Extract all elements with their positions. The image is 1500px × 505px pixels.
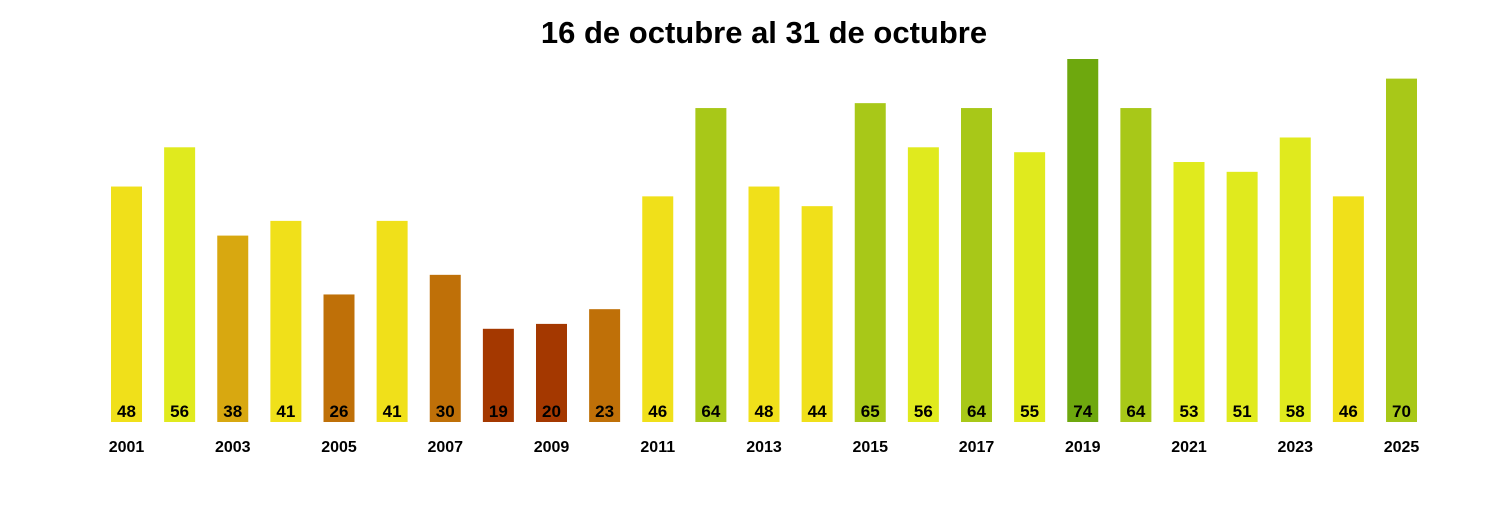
x-tick-label-2011: 2011 xyxy=(640,439,675,456)
bar-2010 xyxy=(589,309,621,422)
x-tick-label-2015: 2015 xyxy=(852,439,888,456)
data-label-2024: 46 xyxy=(1339,402,1358,421)
data-label-2003: 38 xyxy=(223,402,242,421)
data-label-2018: 55 xyxy=(1020,402,1039,421)
x-tick-label-2021: 2021 xyxy=(1171,439,1207,456)
data-label-2006: 41 xyxy=(383,402,402,421)
data-label-2013: 48 xyxy=(755,402,774,421)
data-label-2010: 23 xyxy=(595,402,614,421)
data-label-2022: 51 xyxy=(1233,402,1252,421)
bar-2009 xyxy=(536,323,567,422)
x-tick-label-2009: 2009 xyxy=(534,439,570,456)
chart-title: 16 de octubre al 31 de octubre xyxy=(541,15,987,50)
data-label-2011: 46 xyxy=(648,402,667,421)
data-label-2025: 70 xyxy=(1392,402,1411,421)
data-label-2009: 20 xyxy=(542,402,561,421)
bar-2003 xyxy=(217,235,249,422)
bar-2007 xyxy=(429,274,461,422)
bar-2013 xyxy=(748,186,780,422)
data-label-2004: 41 xyxy=(276,402,295,421)
bar-2004 xyxy=(270,220,302,422)
bar-2005 xyxy=(323,294,355,422)
x-tick-label-2007: 2007 xyxy=(427,439,463,456)
data-label-2014: 44 xyxy=(808,402,827,421)
x-tick-label-2013: 2013 xyxy=(746,439,782,456)
x-tick-label-2001: 2001 xyxy=(109,439,145,456)
x-tick-label-2017: 2017 xyxy=(959,439,995,456)
bar-2012 xyxy=(695,108,727,423)
data-label-2017: 64 xyxy=(967,402,986,421)
data-label-2007: 30 xyxy=(436,402,455,421)
data-label-2016: 56 xyxy=(914,402,933,421)
x-tick-label-2003: 2003 xyxy=(215,439,251,456)
bar-2018 xyxy=(1014,152,1046,422)
bar-2006 xyxy=(376,220,408,422)
data-label-2001: 48 xyxy=(117,402,136,421)
x-tick-label-2019: 2019 xyxy=(1065,439,1101,456)
data-label-2019: 74 xyxy=(1073,402,1092,421)
x-tick-label-2005: 2005 xyxy=(321,439,357,456)
bar-2001 xyxy=(111,186,142,422)
bar-2023 xyxy=(1279,137,1311,422)
data-label-2023: 58 xyxy=(1286,402,1305,421)
bar-2002 xyxy=(164,147,196,422)
data-label-2002: 56 xyxy=(170,402,189,421)
bar-2016 xyxy=(907,147,939,422)
data-label-2020: 64 xyxy=(1126,402,1145,421)
bar-2011 xyxy=(642,196,674,422)
data-label-2021: 53 xyxy=(1180,402,1199,421)
bar-2025 xyxy=(1386,78,1417,423)
bar-2017 xyxy=(961,108,992,423)
bar-2021 xyxy=(1173,162,1205,422)
bar-2020 xyxy=(1120,108,1152,423)
x-tick-label-2025: 2025 xyxy=(1384,439,1420,456)
bar-2019 xyxy=(1067,59,1099,422)
bar-2014 xyxy=(801,206,833,422)
bar-2022 xyxy=(1226,171,1258,422)
bar-2015 xyxy=(854,103,886,422)
x-tick-label-2023: 2023 xyxy=(1277,439,1313,456)
data-label-2015: 65 xyxy=(861,402,880,421)
bar-2008 xyxy=(482,328,514,422)
data-label-2012: 64 xyxy=(701,402,720,421)
data-label-2005: 26 xyxy=(330,402,349,421)
bar-2024 xyxy=(1332,196,1364,422)
data-label-2008: 19 xyxy=(489,402,508,421)
